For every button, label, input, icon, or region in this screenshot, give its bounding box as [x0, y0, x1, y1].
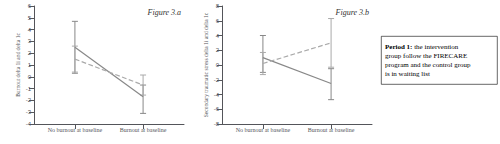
svg-text:4: 4 [28, 27, 32, 33]
svg-text:-4: -4 [26, 121, 32, 127]
svg-text:2: 2 [28, 50, 32, 56]
svg-text:1: 1 [28, 62, 32, 68]
svg-text:6: 6 [28, 3, 32, 9]
svg-text:6: 6 [216, 18, 220, 24]
svg-text:program and the control group: program and the control group [385, 61, 471, 69]
svg-text:Figure 3.a: Figure 3.a [147, 8, 181, 17]
svg-text:0: 0 [28, 74, 32, 80]
svg-text:Period 1:: Period 1: [385, 43, 412, 51]
svg-text:No burnout at baseline: No burnout at baseline [236, 127, 291, 133]
svg-text:No burnout at baseline: No burnout at baseline [48, 127, 103, 133]
svg-text:Burnout delta 1i and delta 1c: Burnout delta 1i and delta 1c [15, 33, 21, 97]
svg-text:group follow the FIRECARE: group follow the FIRECARE [385, 52, 467, 60]
svg-text:2: 2 [216, 47, 220, 53]
svg-text:0: 0 [216, 62, 220, 68]
svg-text:Burnout at baseline: Burnout at baseline [308, 127, 355, 133]
svg-text:-2: -2 [26, 97, 32, 103]
svg-text:Figure 3.b: Figure 3.b [335, 8, 369, 17]
svg-text:Secondary traumatic stress del: Secondary traumatic stress delta 1i and … [203, 12, 209, 117]
svg-text:-4: -4 [214, 92, 220, 98]
svg-text:4: 4 [216, 33, 220, 39]
svg-text:the intervention: the intervention [412, 43, 458, 51]
svg-text:-2: -2 [214, 77, 220, 83]
svg-text:5: 5 [28, 15, 32, 21]
svg-text:-8: -8 [214, 121, 220, 127]
svg-text:-1: -1 [26, 86, 32, 92]
svg-text:Burnout at baseline: Burnout at baseline [120, 127, 167, 133]
svg-text:-6: -6 [214, 106, 220, 112]
svg-text:is in waiting list: is in waiting list [385, 70, 430, 78]
svg-text:-3: -3 [26, 109, 32, 115]
svg-text:8: 8 [216, 3, 220, 9]
svg-text:3: 3 [28, 38, 32, 44]
